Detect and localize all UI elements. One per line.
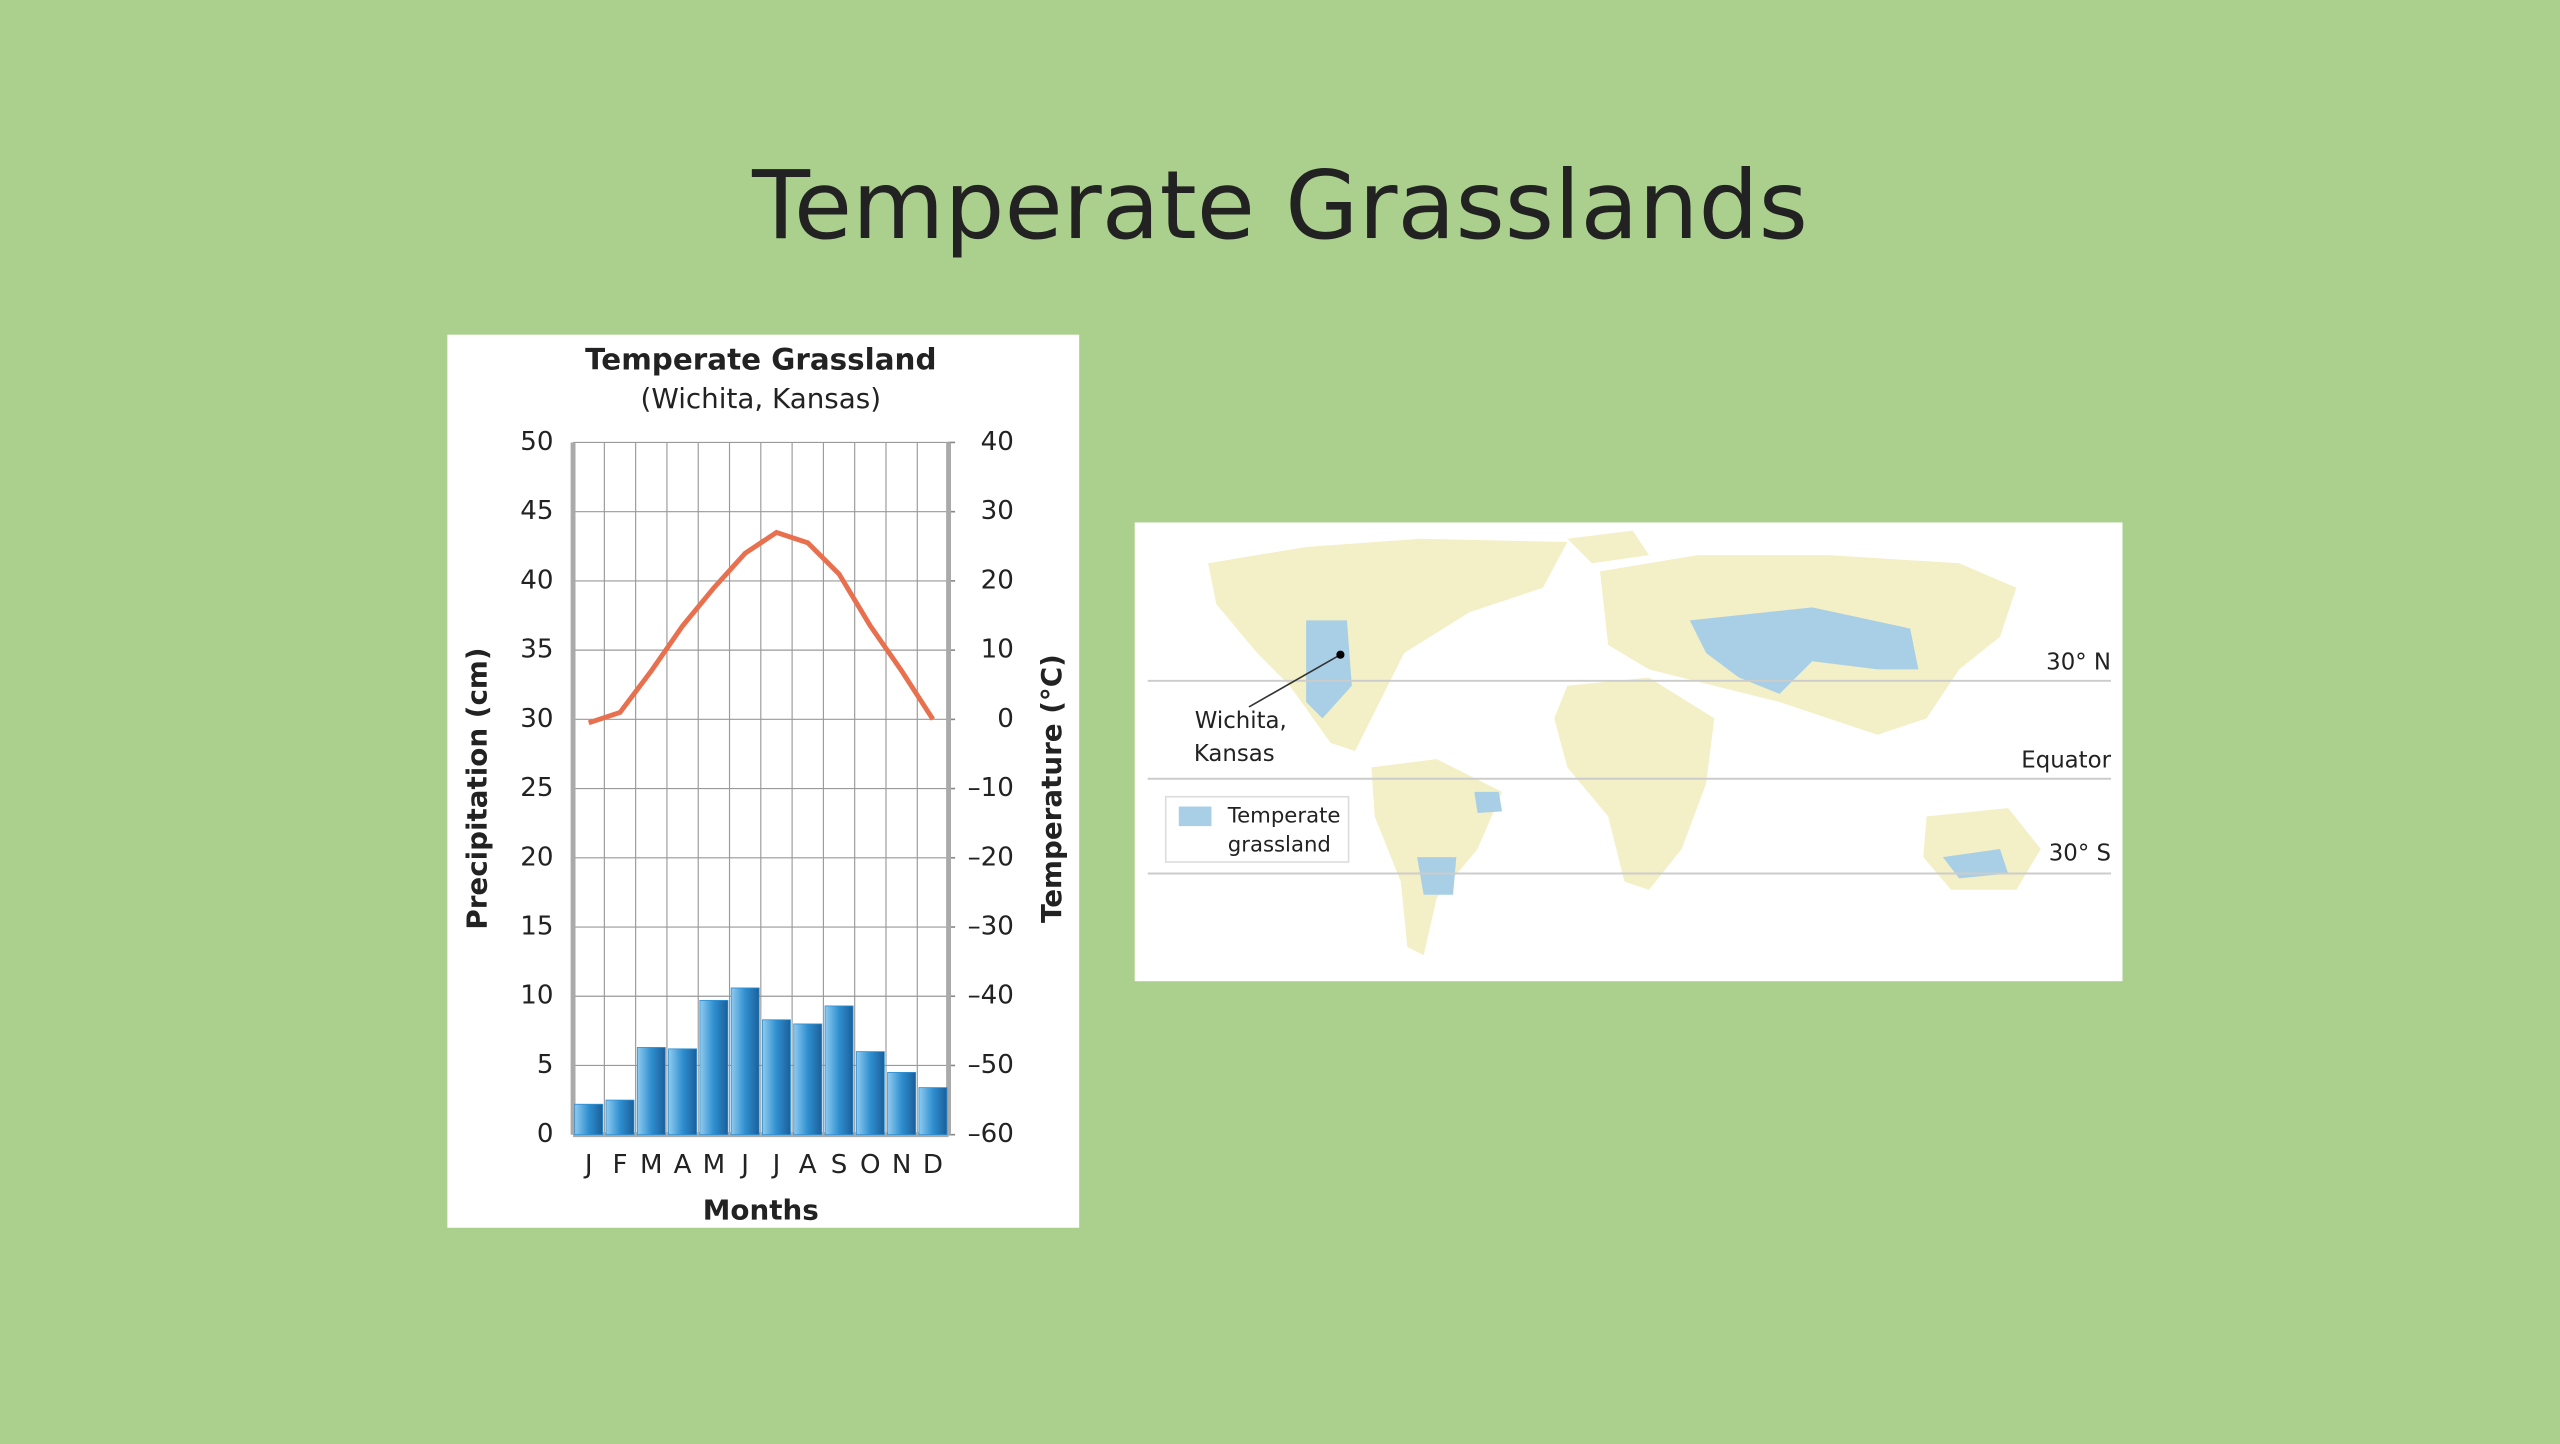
x-tick-label: N xyxy=(892,1150,912,1180)
y2-tick-label: 10 xyxy=(981,635,1014,665)
bar xyxy=(918,1087,948,1136)
x-tick-label: O xyxy=(860,1150,881,1180)
latitude-label: 30° S xyxy=(2049,840,2111,866)
y2-tick-label: 40 xyxy=(981,427,1014,457)
map: 30° N Equator 30° S Wichita, Kansas Temp… xyxy=(1134,522,2123,982)
y2-tick-label: –60 xyxy=(968,1119,1014,1149)
y-tick-label: 25 xyxy=(520,773,553,803)
bar xyxy=(793,1023,823,1136)
x-tick-label: A xyxy=(799,1150,817,1180)
y2-tick-label: –40 xyxy=(968,981,1014,1011)
y2-tick-label: –20 xyxy=(968,842,1014,872)
y2-tick-label: 20 xyxy=(981,565,1014,595)
legend-swatch xyxy=(1178,806,1212,827)
bar xyxy=(887,1071,917,1136)
latitude-label: Equator xyxy=(2021,747,2111,773)
y-tick-label: 50 xyxy=(520,427,553,457)
city-pointer xyxy=(1248,653,1341,708)
bar xyxy=(699,999,729,1136)
chart-subtitle: (Wichita, Kansas) xyxy=(641,382,881,415)
y2-tick-label: 30 xyxy=(981,496,1014,526)
temperature-line xyxy=(587,529,935,726)
latitude-lines xyxy=(1147,679,2112,875)
legend-label: Temperate xyxy=(1227,803,1341,828)
y2-axis-label: Temperature (°C) xyxy=(1035,654,1068,923)
x-tick-label: A xyxy=(674,1150,692,1180)
bar xyxy=(824,1005,854,1136)
grassland-areas xyxy=(1306,607,2009,895)
y2-tick-label: –50 xyxy=(968,1050,1014,1080)
bar xyxy=(574,1103,604,1136)
bar xyxy=(636,1047,666,1136)
y-tick-label: 45 xyxy=(520,496,553,526)
x-tick-label: J xyxy=(739,1150,749,1180)
bar xyxy=(762,1019,791,1136)
city-dot xyxy=(1336,650,1345,659)
bar xyxy=(855,1051,885,1136)
bar xyxy=(605,1099,635,1136)
y-tick-label: 0 xyxy=(537,1119,554,1149)
plot: 0 5 10 15 20 25 30 35 40 45 50 –60 –50 –40 –30 –20 –10 0 1… xyxy=(520,427,1014,1180)
x-tick-label: M xyxy=(703,1150,726,1180)
bar xyxy=(668,1048,698,1136)
y-tick-label: 5 xyxy=(537,1050,554,1080)
x-tick-label: J xyxy=(771,1150,781,1180)
y-tick-label: 15 xyxy=(520,912,553,942)
legend-label: grassland xyxy=(1228,833,1331,858)
bar xyxy=(730,987,760,1136)
x-tick-label: S xyxy=(831,1150,848,1180)
y2-tick-label: –10 xyxy=(968,773,1014,803)
y-axis-label: Precipitation (cm) xyxy=(460,647,493,929)
y2-tick-label: –30 xyxy=(968,912,1014,942)
x-tick-label: M xyxy=(640,1150,663,1180)
x-tick-label: D xyxy=(923,1150,943,1180)
y-tick-label: 20 xyxy=(520,842,553,872)
city-label: Wichita, xyxy=(1195,708,1287,734)
y-tick-label: 40 xyxy=(520,565,553,595)
y-tick-label: 10 xyxy=(520,981,553,1011)
x-tick-label: J xyxy=(583,1150,593,1180)
latitude-label: 30° N xyxy=(2046,649,2111,675)
y-tick-label: 35 xyxy=(520,635,553,665)
y2-tick-label: 0 xyxy=(997,704,1014,734)
city-label: Kansas xyxy=(1194,741,1275,767)
y-tick-label: 30 xyxy=(520,704,553,734)
x-tick-label: F xyxy=(612,1150,627,1180)
x-axis-label: Months xyxy=(703,1193,819,1226)
chart-title: Temperate Grassland xyxy=(585,342,936,376)
slide-title: Temperate Grasslands xyxy=(751,151,1808,261)
